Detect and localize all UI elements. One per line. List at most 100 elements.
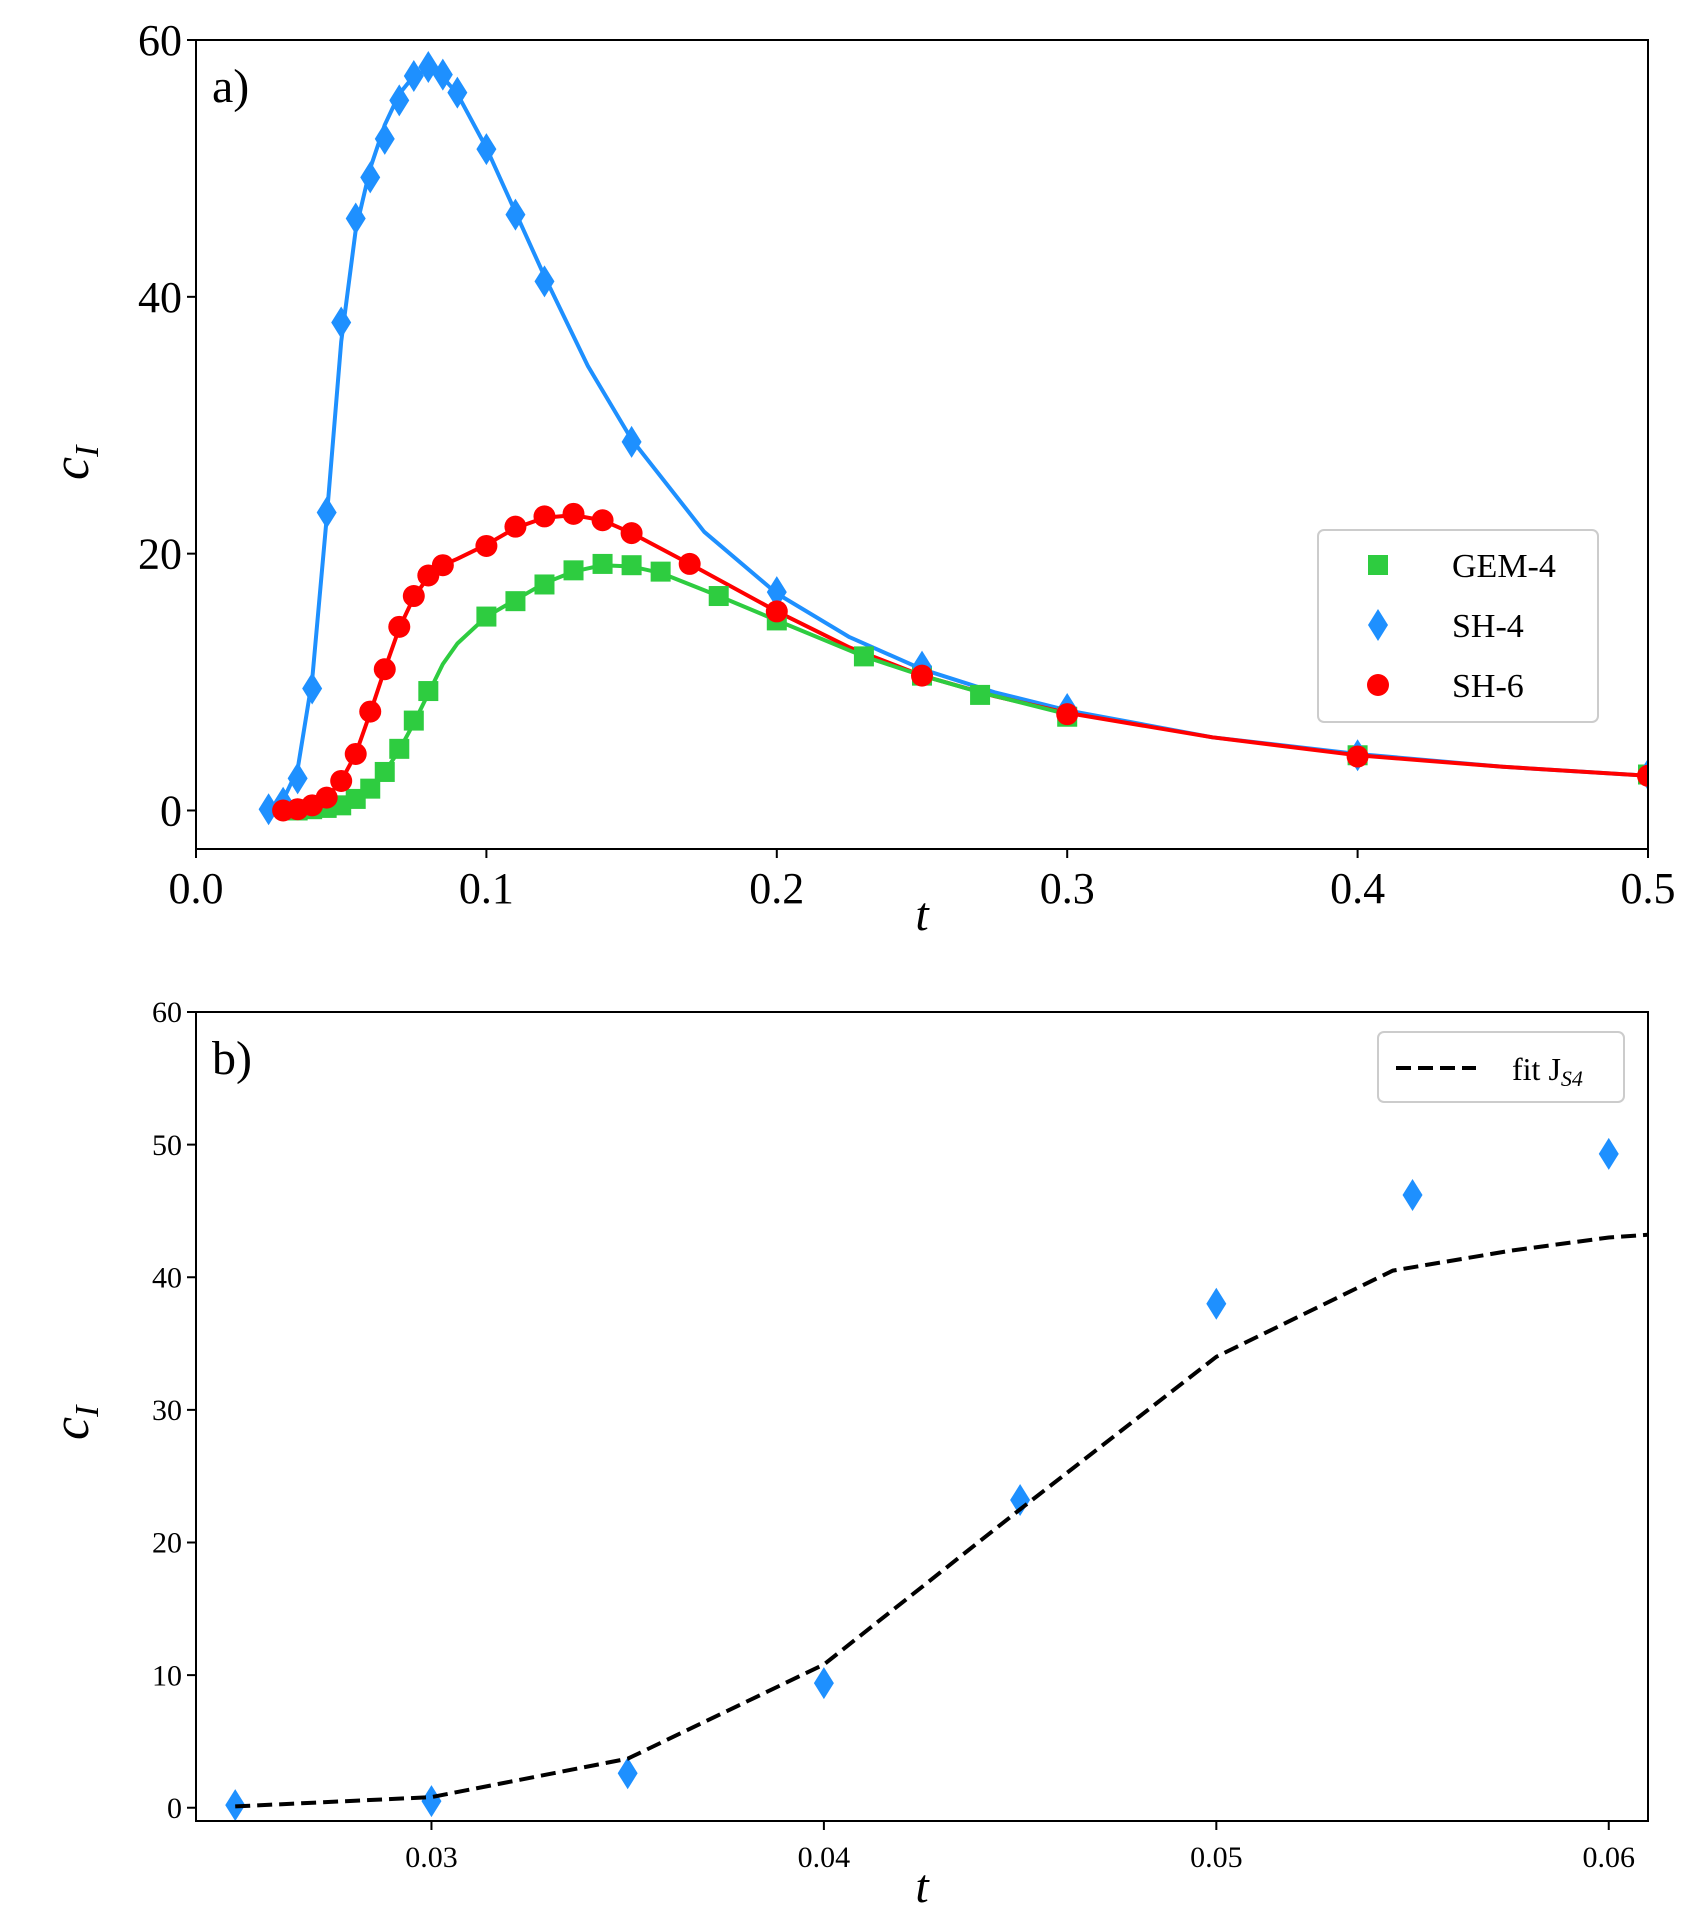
x-tick-label: 0.1 — [459, 864, 514, 913]
sh-4-point — [287, 762, 308, 795]
y-tick-label: 50 — [152, 1129, 182, 1162]
sh-4-point — [403, 59, 424, 92]
x-tick-label: 0.06 — [1583, 1841, 1636, 1874]
sh-6-point — [504, 515, 527, 538]
x-tick-label: 0.4 — [1330, 864, 1385, 913]
y-axis-label-main: c — [43, 457, 100, 480]
x-axis-label: t — [915, 888, 930, 941]
panel-b: 0.03 0.04 0.05 0.06 0 10 20 30 40 50 60 t cIb) fit JS… — [43, 996, 1649, 1913]
sh-4-point — [1010, 1484, 1031, 1517]
sh-4-point — [432, 58, 453, 91]
sh-4-point — [421, 1785, 442, 1818]
plot-area — [258, 50, 1648, 826]
x-axis-label: t — [915, 1860, 930, 1913]
legend-label-subscript: S4 — [1561, 1066, 1583, 1091]
panel-a: 0.0 0.1 0.2 0.3 0.4 0.5 0 20 40 60 t cI a) GEM-4SH-4S… — [43, 16, 1676, 941]
sh-4-point — [258, 793, 279, 826]
gem-4-point — [708, 586, 729, 607]
sh-4-point — [621, 425, 642, 458]
legend-frame — [1377, 1031, 1625, 1103]
y-tick-label: 10 — [152, 1659, 182, 1692]
x-tick-label: 0.2 — [749, 864, 804, 913]
legend-label-main: fit J — [1512, 1051, 1561, 1087]
y-axis-label-main: c — [43, 1417, 100, 1440]
sh-4-point — [476, 133, 497, 166]
axes-frame — [195, 1011, 1649, 1822]
sh-4-point — [331, 306, 352, 339]
y-tick-label: 0 — [167, 1792, 182, 1825]
gem-4-point — [650, 561, 671, 582]
gem-4-point — [374, 761, 395, 782]
sh-4-point — [1598, 1137, 1619, 1170]
x-tick-label: 0.05 — [1190, 1841, 1243, 1874]
legend-marker-sh-6 — [1367, 674, 1389, 696]
sh-4-point — [813, 1667, 834, 1700]
gem-4-point — [592, 553, 613, 574]
y-axis-label: cI — [43, 444, 106, 480]
sh-6-point — [315, 786, 338, 809]
y-tick-label: 0 — [160, 786, 182, 835]
gem-4-point — [360, 778, 381, 799]
sh-6-point — [1346, 745, 1369, 768]
sh-6-point — [402, 585, 425, 608]
gem-4-point — [563, 560, 584, 581]
gem-4-point — [403, 710, 424, 731]
y-tick-label: 30 — [152, 1394, 182, 1427]
x-tick-label: 0.04 — [798, 1841, 851, 1874]
gem-4-point — [476, 606, 497, 627]
sh-4-point — [534, 265, 555, 298]
sh-4-point — [389, 84, 410, 117]
y-tick-label: 60 — [138, 16, 182, 65]
sh-6-point — [431, 554, 454, 577]
y-tick-label: 60 — [152, 996, 182, 1029]
sh-4-point — [766, 576, 787, 609]
legend-label: fit JS4 — [1512, 1051, 1583, 1091]
y-tick-label: 40 — [152, 1261, 182, 1294]
sh-6-point — [388, 615, 411, 638]
sh-6-point — [562, 502, 585, 525]
sh-4-point — [374, 122, 395, 155]
gem-4-point — [389, 738, 410, 759]
axes-frame — [195, 39, 1649, 850]
sh-4-point — [617, 1757, 638, 1790]
sh-6-point — [359, 700, 382, 723]
sh-4-point — [447, 76, 468, 109]
fit-line-dashed — [235, 1232, 1648, 1809]
legend-label: GEM-4 — [1452, 548, 1556, 585]
sh-4-point — [1206, 1287, 1227, 1320]
y-tick-label: 20 — [138, 530, 182, 579]
legend: GEM-4 SH-4 SH-6 — [1317, 529, 1599, 723]
legend-marker-gem-4 — [1368, 555, 1388, 575]
sh-6-point — [591, 509, 614, 532]
x-tick-label: 0.03 — [405, 1841, 458, 1874]
sh-4-point — [1402, 1179, 1423, 1212]
sh-6-point — [620, 522, 643, 545]
gem-4-point — [853, 646, 874, 667]
sh-6-point — [330, 769, 353, 792]
y-tick-label: 20 — [152, 1527, 182, 1560]
plot-area — [225, 1137, 1648, 1821]
sh-4-point — [360, 161, 381, 194]
sh-6-point — [1056, 703, 1079, 726]
sh-4-point — [505, 198, 526, 231]
x-tick-label: 0.5 — [1621, 864, 1676, 913]
sh-6-point — [911, 664, 933, 687]
sh-6-point — [1637, 764, 1648, 787]
sh-6-point — [533, 505, 556, 528]
legend-label: SH-6 — [1452, 668, 1524, 705]
x-tick-label: 0.3 — [1040, 864, 1095, 913]
gem-4-point — [505, 591, 526, 612]
legend-frame — [1317, 529, 1599, 723]
y-axis-label-subscript: I — [69, 1404, 106, 1418]
gem-4-point — [418, 681, 439, 702]
panel-label: b) — [212, 1032, 252, 1085]
x-tick-label: 0.0 — [169, 864, 224, 913]
sh-6-point — [475, 534, 498, 557]
sh-6-point — [344, 742, 367, 765]
sh-6-point — [678, 552, 701, 575]
gem-4-point — [970, 684, 991, 705]
panel-label: a) — [212, 60, 249, 113]
y-tick-label: 40 — [138, 273, 182, 322]
sh-6-point — [373, 658, 396, 681]
sh-4-point — [302, 672, 323, 705]
